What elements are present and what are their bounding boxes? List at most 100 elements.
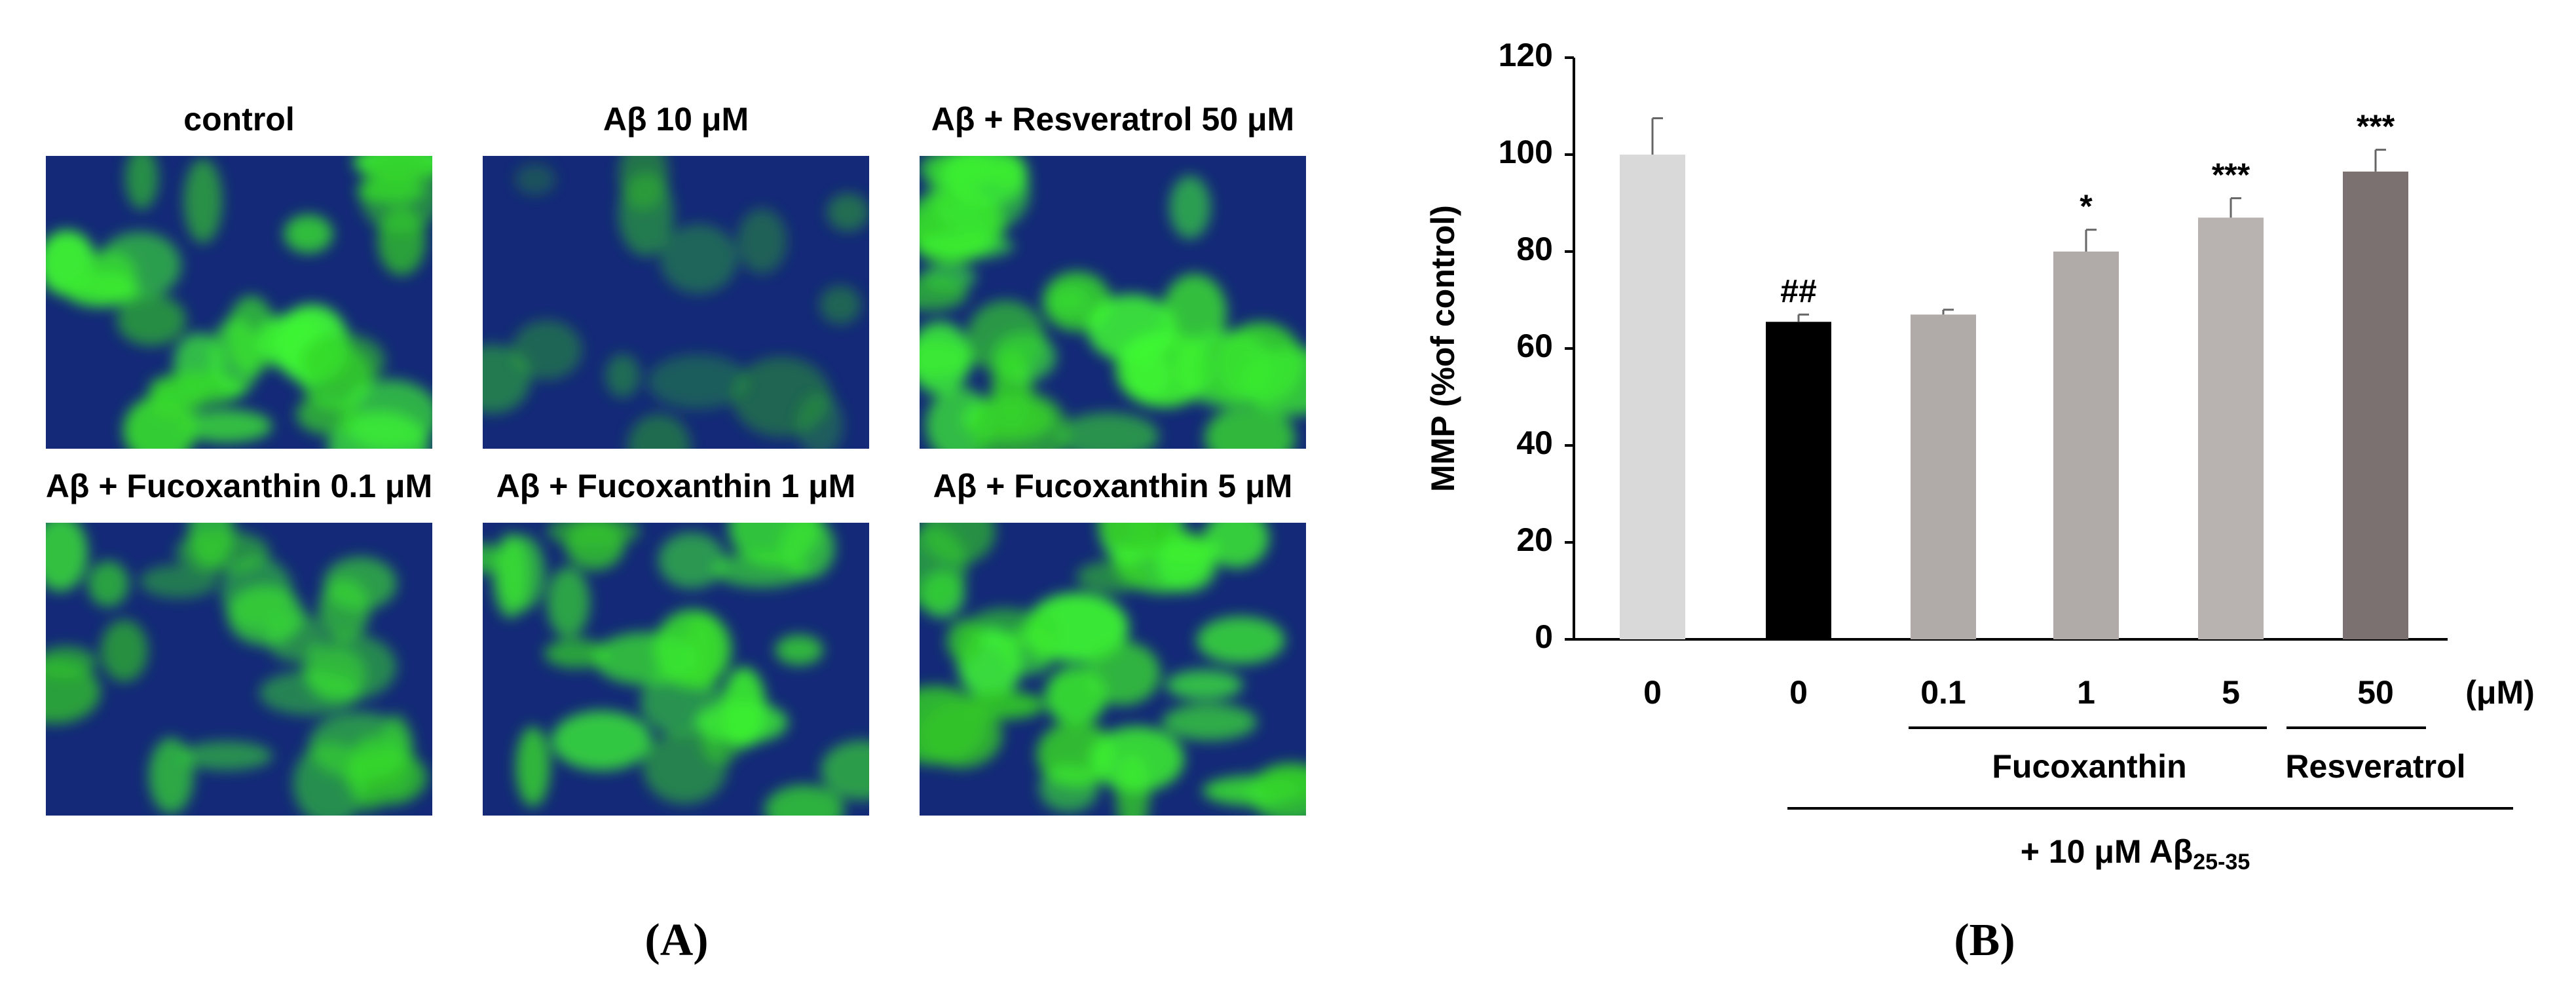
- micrograph: [920, 156, 1306, 449]
- cell: [920, 322, 971, 395]
- image-label: Aβ + Fucoxanthin 1 μM: [496, 468, 856, 504]
- cell: [1101, 523, 1171, 552]
- group-label: Resveratrol: [2285, 748, 2465, 785]
- cell: [318, 578, 370, 641]
- cell: [293, 742, 368, 816]
- x-tick-label: 0: [1643, 674, 1662, 711]
- cell: [140, 564, 219, 599]
- cells: [483, 523, 869, 816]
- cell: [1156, 539, 1218, 592]
- significance: ##: [1780, 273, 1817, 309]
- bar: [1911, 314, 1976, 639]
- cell: [619, 156, 669, 211]
- cell: [1162, 704, 1258, 741]
- cell: [546, 523, 641, 548]
- cell: [966, 300, 1045, 375]
- cell: [1204, 405, 1296, 449]
- cells: [46, 523, 428, 816]
- panel-b: MMP (%of control) (μM) Fucoxanthin Resve…: [1425, 37, 2535, 966]
- bar: [2343, 171, 2408, 639]
- cell: [593, 632, 698, 685]
- image-label: Aβ + Resveratrol 50 μM: [931, 101, 1294, 138]
- error-bar: [2230, 197, 2241, 218]
- treatment-subscript: 25-35: [2193, 850, 2250, 875]
- cell: [221, 556, 293, 629]
- y-tick-label: 80: [1516, 231, 1553, 267]
- cell: [499, 535, 546, 611]
- cell: [658, 532, 726, 589]
- image-label: Aβ + Fucoxanthin 5 μM: [933, 468, 1293, 504]
- cell: [117, 294, 187, 346]
- cell: [713, 552, 810, 588]
- cells: [920, 156, 1306, 449]
- cell: [1257, 764, 1306, 800]
- error-bar: [1797, 313, 1809, 322]
- cell: [920, 276, 968, 311]
- bar: [2198, 217, 2264, 639]
- cell: [515, 726, 550, 807]
- cell: [920, 686, 987, 764]
- cell: [647, 354, 749, 409]
- error-bar: [1942, 309, 1954, 315]
- micrograph: [483, 156, 869, 449]
- significance: ***: [2212, 157, 2250, 193]
- y-tick-label: 20: [1516, 521, 1553, 558]
- image-label: Aβ 10 μM: [603, 101, 749, 138]
- treatment-label: + 10 μM Aβ25-35: [2021, 833, 2250, 875]
- y-tick-label: 100: [1499, 134, 1553, 170]
- cell: [1087, 294, 1176, 362]
- bar: [2053, 252, 2119, 639]
- cell: [1076, 561, 1148, 593]
- cell: [46, 523, 88, 592]
- cell: [544, 639, 608, 668]
- cell: [46, 646, 96, 678]
- cells: [920, 523, 1306, 816]
- cell: [125, 156, 159, 210]
- image-label: Aβ + Fucoxanthin 0.1 μM: [46, 468, 432, 504]
- cell: [819, 285, 861, 324]
- error-bar: [1651, 117, 1663, 155]
- x-tick-label: 0: [1789, 674, 1808, 711]
- cell: [483, 544, 503, 574]
- y-tick-label: 120: [1499, 37, 1553, 73]
- x-tick-label: 5: [2222, 674, 2240, 711]
- cell: [259, 671, 361, 715]
- group-label: Fucoxanthin: [1992, 748, 2186, 785]
- cell: [821, 740, 869, 800]
- panel-label: (A): [644, 915, 708, 966]
- micrograph: [920, 523, 1306, 816]
- significance: *: [2080, 188, 2093, 225]
- cell: [1204, 523, 1269, 569]
- y-tick-label: 0: [1535, 618, 1553, 655]
- x-tick-label: 0.1: [1920, 674, 1966, 711]
- error-bar: [2374, 149, 2386, 172]
- cells: [483, 156, 869, 449]
- cell: [551, 711, 652, 771]
- cell: [827, 193, 869, 231]
- cell: [1127, 352, 1170, 399]
- micrograph: [46, 523, 432, 816]
- cell: [87, 561, 129, 607]
- cell: [100, 620, 148, 682]
- micrograph: [483, 523, 869, 816]
- cell: [123, 396, 196, 449]
- cell: [296, 394, 358, 434]
- cell: [1197, 616, 1285, 664]
- error-bar: [2085, 229, 2097, 252]
- cell: [732, 356, 831, 437]
- cell: [483, 345, 531, 414]
- panel-a: control Aβ 10 μM Aβ + Resveratrol 50 μM Aβ …: [46, 101, 1306, 816]
- cell: [660, 224, 737, 294]
- panel-label: (B): [1954, 915, 2015, 966]
- cell: [210, 318, 260, 397]
- y-axis-label: MMP (%of control): [1425, 205, 1461, 492]
- cell: [1048, 286, 1091, 316]
- y-tick-label: 60: [1516, 328, 1553, 364]
- cell: [1056, 412, 1159, 449]
- cell: [284, 214, 333, 254]
- cell: [512, 320, 582, 380]
- image-label: control: [183, 101, 294, 138]
- bar: [1620, 155, 1685, 639]
- cell: [920, 233, 1015, 259]
